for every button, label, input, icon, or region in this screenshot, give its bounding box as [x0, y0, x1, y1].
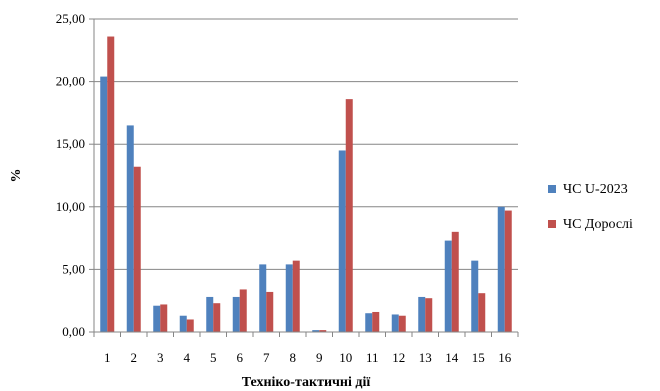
bar — [391, 314, 399, 332]
x-tick-label: 4 — [184, 350, 191, 365]
x-tick-label: 5 — [210, 350, 217, 365]
bar — [444, 240, 452, 332]
bar — [292, 260, 300, 332]
bar — [418, 296, 426, 332]
legend-swatch — [548, 185, 556, 193]
x-tick-label: 12 — [392, 350, 405, 365]
y-axis-title: % — [9, 169, 24, 183]
bar — [206, 296, 214, 332]
bar — [319, 330, 327, 332]
bar — [478, 293, 486, 332]
bar — [213, 303, 221, 332]
bar — [471, 260, 479, 332]
x-tick-label: 3 — [157, 350, 164, 365]
bar — [497, 206, 505, 332]
x-tick-label: 11 — [366, 350, 379, 365]
bar — [365, 313, 373, 332]
legend: ЧС U-2023 ЧС Дорослі — [548, 182, 633, 232]
y-tick-label: 0,00 — [62, 324, 85, 339]
bar — [232, 296, 240, 332]
bar — [100, 76, 108, 332]
bar — [186, 319, 194, 332]
bar — [153, 305, 161, 332]
x-tick-labels: 1 2 3 4 5 6 7 8 9 10 11 12 13 14 15 16 — [104, 350, 512, 365]
bar — [179, 315, 187, 332]
bar — [259, 264, 267, 332]
x-axis-title: Техніко-тактичні дії — [242, 375, 371, 390]
bar — [239, 289, 247, 332]
y-tick-label: 10,00 — [56, 199, 85, 214]
x-tick-label: 10 — [339, 350, 352, 365]
x-tick-label: 2 — [131, 350, 138, 365]
x-tick-label: 14 — [445, 350, 459, 365]
legend-label: ЧС U-2023 — [563, 182, 628, 197]
bar — [345, 99, 353, 333]
bar — [425, 298, 433, 332]
x-tick-label: 13 — [419, 350, 432, 365]
bars — [100, 36, 512, 333]
legend-label: ЧС Дорослі — [563, 217, 633, 232]
bar — [160, 304, 168, 332]
bar — [266, 291, 274, 332]
bar — [372, 311, 380, 332]
x-tick-label: 9 — [316, 350, 323, 365]
bar — [133, 166, 141, 332]
bar — [312, 330, 320, 332]
bar — [126, 125, 134, 332]
axes — [89, 18, 519, 337]
x-tick-label: 6 — [237, 350, 244, 365]
bar — [398, 315, 406, 332]
bar — [338, 150, 346, 332]
legend-swatch — [548, 220, 556, 228]
y-tick-label: 15,00 — [56, 136, 85, 151]
x-tick-label: 15 — [472, 350, 485, 365]
y-tick-label: 25,00 — [56, 11, 85, 26]
x-tick-label: 7 — [263, 350, 270, 365]
bar — [107, 36, 115, 332]
x-tick-label: 16 — [498, 350, 512, 365]
x-tick-label: 8 — [290, 350, 297, 365]
y-tick-labels: 0,00 5,00 10,00 15,00 20,00 25,00 — [56, 11, 85, 339]
bar — [504, 210, 512, 332]
x-tick-label: 1 — [104, 350, 111, 365]
y-tick-label: 20,00 — [56, 74, 85, 89]
y-tick-label: 5,00 — [62, 261, 85, 276]
bar — [285, 264, 293, 332]
bar — [451, 231, 459, 332]
